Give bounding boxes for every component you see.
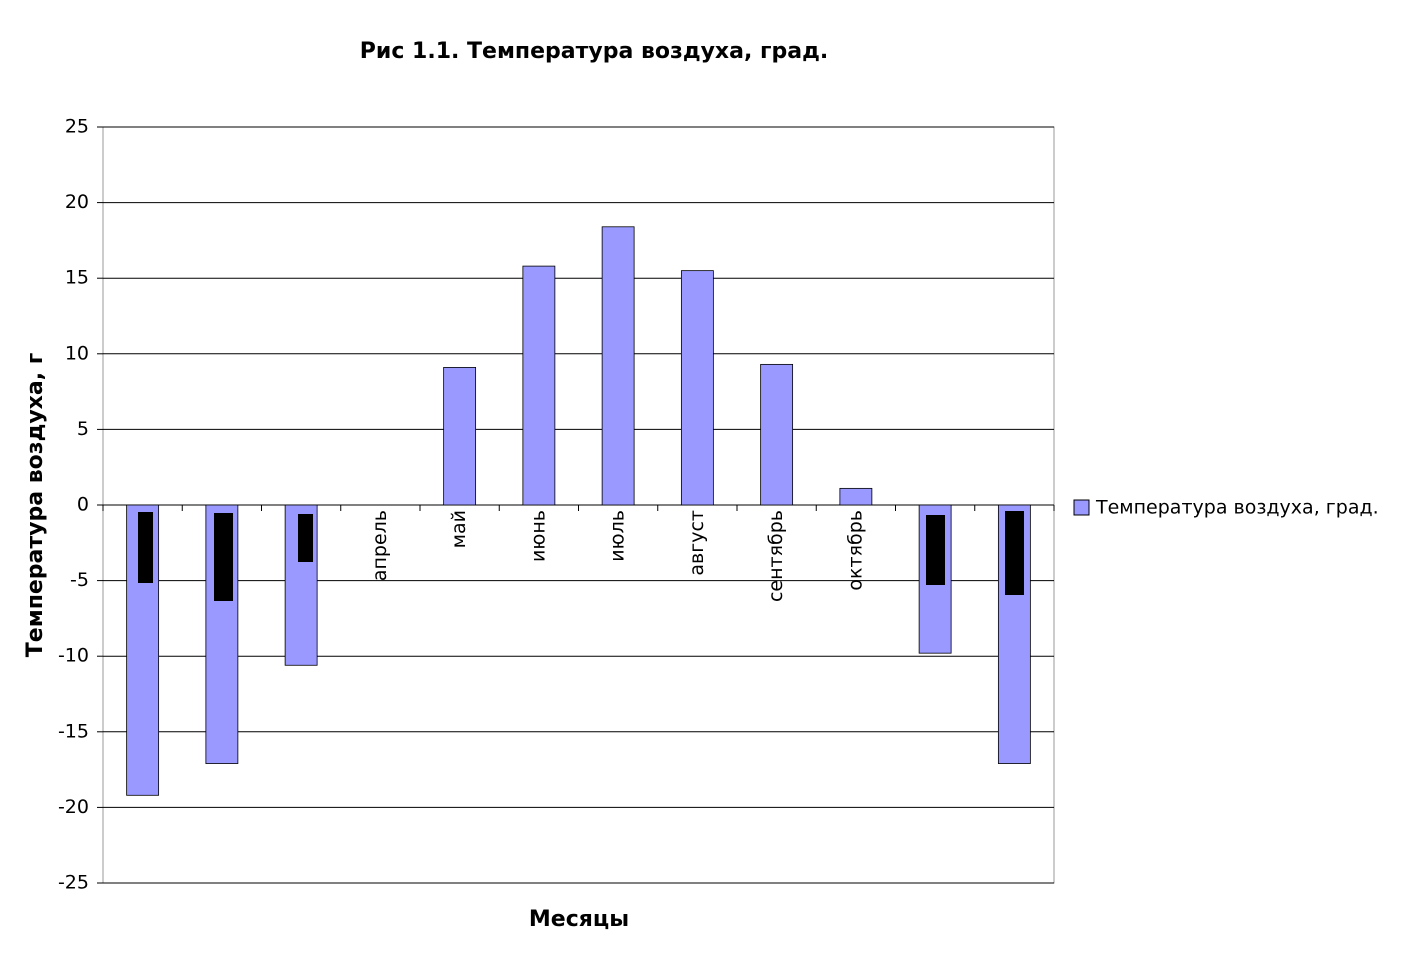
y-tick-label: -25 — [58, 872, 89, 894]
bar — [443, 367, 477, 506]
hidden-label — [298, 514, 313, 562]
y-tick-label: 25 — [65, 116, 89, 138]
y-tick-label: -15 — [58, 720, 89, 742]
hidden-label — [1005, 511, 1024, 595]
y-tick-label: -20 — [58, 796, 89, 818]
bar — [522, 265, 556, 506]
grid: -25 -20 -15 -10 -5 0 5 10 15 20 25 — [58, 116, 1055, 894]
x-tick-label: сентябрь — [765, 510, 787, 602]
x-axis-title: Месяцы — [529, 907, 629, 932]
y-tick-label: 0 — [77, 494, 89, 516]
bar — [680, 270, 714, 506]
x-tick-label: май — [448, 510, 470, 548]
x-tick-label: август — [686, 510, 708, 576]
hidden-label — [926, 515, 945, 585]
legend-swatch — [1073, 499, 1090, 516]
y-tick-label: -10 — [58, 645, 89, 667]
x-tick-label: апрель — [369, 510, 391, 581]
hidden-label — [214, 513, 233, 601]
y-tick-label: 15 — [65, 267, 89, 289]
y-tick-label: 5 — [77, 418, 89, 440]
y-tick-label: 20 — [65, 191, 89, 213]
legend-label: Температура воздуха, град. — [1095, 497, 1379, 519]
x-tick-label: октябрь — [844, 510, 866, 591]
x-tick-label: июнь — [527, 510, 549, 562]
y-axis-title: Температура воздуха, г — [23, 353, 48, 657]
hidden-labels — [138, 511, 1024, 601]
y-tick-label: -5 — [70, 569, 89, 591]
bar — [839, 487, 873, 506]
bar — [601, 226, 635, 506]
bar — [760, 363, 794, 506]
chart-title: Рис 1.1. Температура воздуха, град. — [360, 39, 828, 64]
hidden-label — [138, 512, 153, 583]
y-tick-label: 10 — [65, 342, 89, 364]
x-tick-label: июль — [607, 510, 629, 562]
